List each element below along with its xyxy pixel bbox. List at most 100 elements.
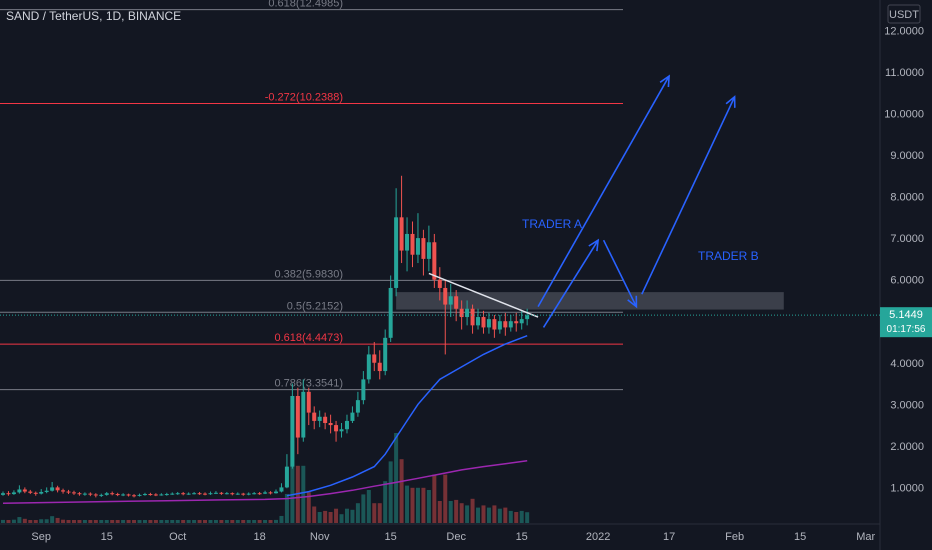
zone-layer [396, 292, 784, 310]
candle-body [443, 287, 448, 305]
arrow-head [659, 74, 671, 88]
candle-body [11, 492, 16, 495]
candle-body [481, 317, 486, 328]
volume-bar [55, 517, 60, 523]
candle-body [476, 317, 481, 326]
price-tick-label: 9.0000 [890, 150, 924, 162]
volume-bar [519, 510, 524, 523]
candle-body [284, 466, 289, 488]
volume-bar [132, 520, 137, 523]
candle-body [99, 494, 104, 496]
candle-body [55, 487, 60, 491]
volume-bar [159, 520, 164, 523]
volume-bar [454, 499, 459, 523]
arrow-drawing[interactable] [602, 239, 638, 308]
volume-bar [437, 501, 442, 523]
candle-body [405, 233, 410, 251]
candle-body [355, 400, 360, 413]
candle-body [175, 493, 180, 495]
candle-body [421, 238, 426, 259]
price-axis-panel[interactable] [880, 0, 932, 550]
candle-body [410, 233, 415, 255]
time-tick-label: Dec [446, 531, 466, 543]
candle-body [104, 493, 109, 495]
bar-countdown: 01:17:56 [887, 324, 926, 335]
candle-body [61, 490, 66, 492]
price-tick-label: 1.0000 [890, 482, 924, 494]
fib-level-label: 0.5(5.2152) [287, 300, 343, 312]
moving-averages-layer [2, 334, 528, 504]
candle-body [301, 391, 306, 438]
volume-bar [142, 520, 147, 523]
volume-bar [372, 503, 377, 523]
ma-fast-line [286, 334, 528, 497]
candle-body [197, 493, 202, 495]
time-tick-label: 15 [516, 531, 528, 543]
candle-body [426, 242, 431, 259]
trendline-drawing[interactable] [428, 272, 539, 318]
candle-body [465, 308, 470, 318]
candle-body [159, 494, 164, 496]
trader-a-label: TRADER A [522, 217, 582, 231]
volume-bar [497, 508, 502, 523]
fib-level-label: 0.618(12.4985) [268, 0, 343, 10]
currency-badge[interactable]: USDT [887, 4, 921, 24]
currency-badge-label: USDT [889, 9, 919, 21]
volume-bar [99, 520, 104, 523]
volume-bar [465, 505, 470, 523]
volume-bar [317, 512, 322, 523]
fib-retracement-layer[interactable]: 0.618(12.4985) -0.272(10.2388) 0.382(5.983… [0, 0, 623, 391]
volume-bar [181, 520, 186, 523]
volume-bar [148, 520, 153, 523]
volume-bar [405, 485, 410, 523]
volume-bar [421, 487, 426, 523]
volume-bar [377, 503, 382, 523]
volume-bar [126, 520, 131, 523]
candle-body [17, 489, 22, 493]
candle-body [366, 354, 371, 380]
volume-bar [77, 520, 82, 523]
time-tick-label: Oct [169, 531, 186, 543]
candle-body [328, 422, 333, 426]
volume-bar [203, 520, 208, 523]
candle-body [279, 487, 284, 492]
volume-bar [137, 520, 142, 523]
candle-body [503, 321, 508, 328]
candle-body [88, 493, 93, 495]
candle-body [459, 308, 464, 318]
volume-bar [415, 487, 420, 523]
candle-body [219, 492, 224, 494]
drawings-layer[interactable] [428, 74, 736, 328]
candle-body [470, 308, 475, 326]
candle-body [399, 217, 404, 251]
volume-bar [213, 520, 218, 523]
candle-body [448, 296, 453, 305]
candle-body [181, 493, 186, 495]
volume-bar [503, 507, 508, 523]
arrow-drawing[interactable] [542, 239, 599, 328]
supply-zone-rect [396, 292, 784, 310]
time-tick-label: 18 [253, 531, 265, 543]
volume-bar [235, 520, 240, 523]
time-tick-label: Nov [310, 531, 330, 543]
volume-bar [476, 507, 481, 523]
price-tick-label: 8.0000 [890, 192, 924, 204]
volume-bar [1, 519, 5, 523]
volume-bar [230, 520, 235, 523]
volume-bar [525, 512, 530, 523]
volume-bar [50, 516, 55, 523]
time-tick-label: Sep [31, 531, 51, 543]
fib-level-label: 0.786(3.3541) [275, 378, 344, 390]
candle-body [323, 416, 328, 423]
candle-body [257, 493, 262, 495]
volume-bar [459, 503, 464, 523]
volume-bar [241, 520, 246, 523]
volume-bar [44, 519, 49, 523]
volume-bar [246, 520, 251, 523]
arrow-drawing[interactable] [641, 96, 736, 295]
volume-bar [443, 474, 448, 523]
arrow-drawing[interactable] [537, 75, 670, 308]
volume-bar [39, 519, 44, 523]
